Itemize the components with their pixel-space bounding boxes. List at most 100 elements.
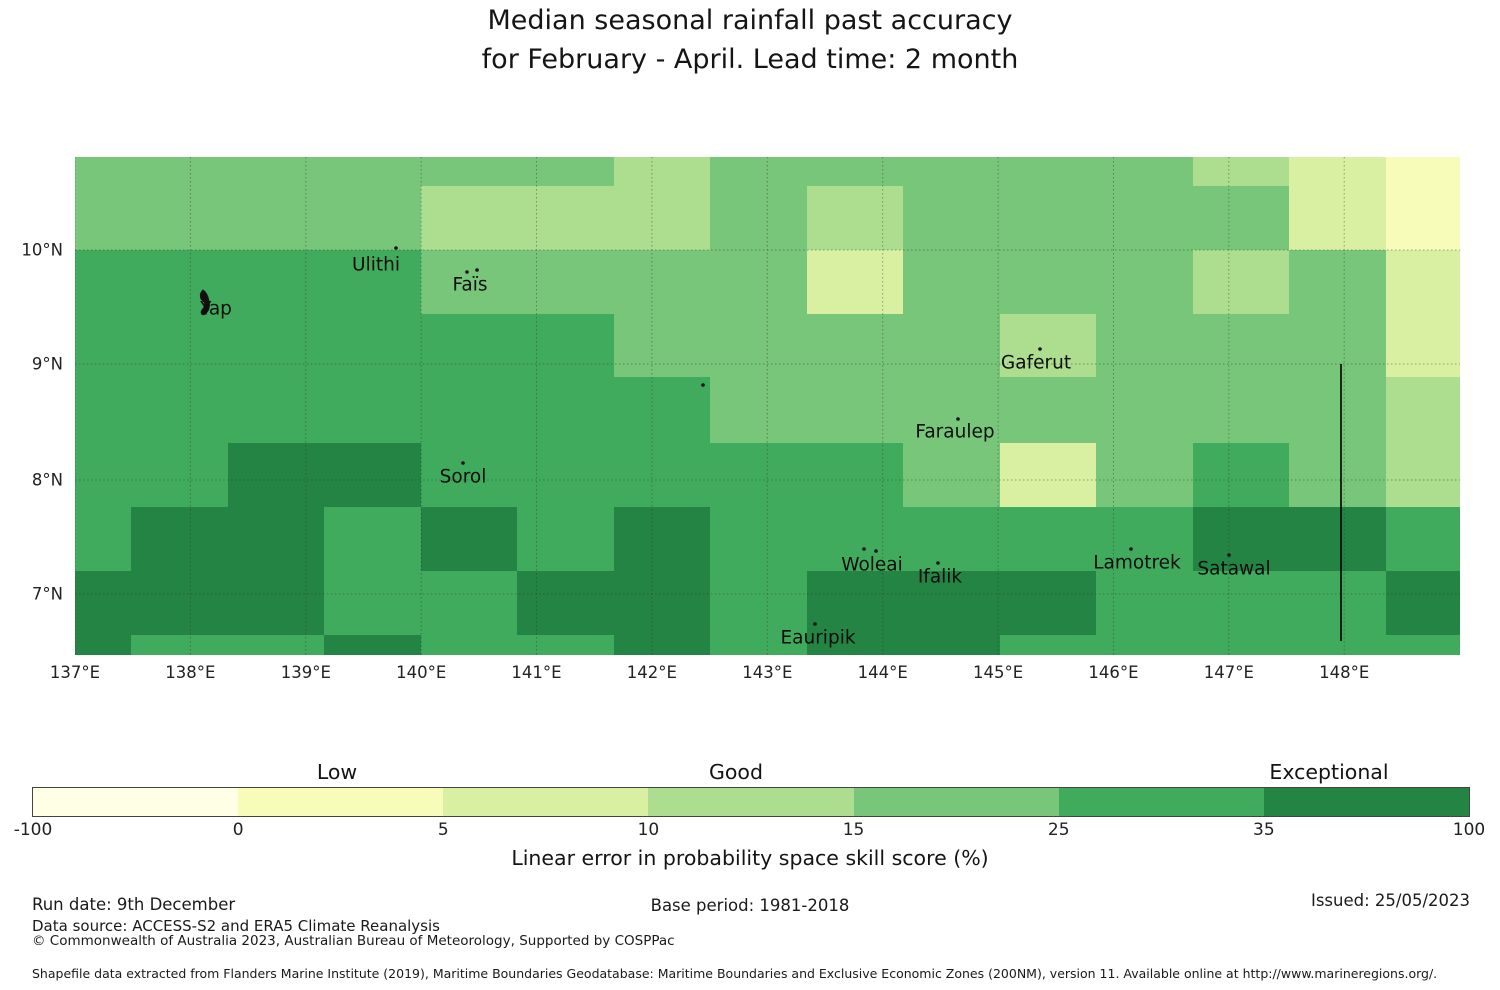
grid-cell (517, 186, 614, 250)
grid-cell (999, 507, 1096, 571)
grid-cell (1096, 186, 1193, 250)
colorbar-tick-label: 0 (232, 820, 244, 840)
grid-cell (613, 571, 710, 635)
grid-cell (517, 377, 614, 443)
island-label-woleai: Woleai (841, 554, 903, 576)
colorbar-category-exceptional: Exceptional (1269, 760, 1389, 784)
x-tick-label: 142°E (626, 663, 677, 682)
grid-cell (1096, 635, 1193, 655)
grid-cell (1096, 313, 1193, 377)
island-label-sorol: Sorol (439, 466, 487, 488)
grid-cell (999, 377, 1096, 443)
grid-cell (324, 571, 421, 635)
grid-cell (324, 443, 421, 507)
grid-cell (1289, 186, 1386, 250)
island-label-ulithi: Ulithi (352, 254, 400, 276)
colorbar-segment (238, 788, 444, 816)
grid-cell (131, 571, 228, 635)
grid-cell (75, 377, 131, 443)
grid-cell (999, 186, 1096, 250)
grid-cell (1289, 157, 1386, 186)
grid-cell (227, 635, 324, 655)
grid-cell (903, 635, 1000, 655)
grid-cell (227, 507, 324, 571)
grid-cell (1385, 571, 1460, 635)
x-tick-label: 144°E (857, 663, 908, 682)
grid-cell (903, 507, 1000, 571)
shapefile-attribution-text: Shapefile data extracted from Flanders M… (32, 966, 1438, 981)
grid-cell (131, 635, 228, 655)
colorbar-tick-label: 25 (1047, 820, 1070, 840)
grid-cell (75, 313, 131, 377)
grid-cell (517, 157, 614, 186)
grid-cell (710, 507, 807, 571)
colorbar-segment (1263, 788, 1469, 816)
grid-cell (1289, 443, 1386, 507)
grid-cell (227, 157, 324, 186)
grid-cell (613, 250, 710, 314)
island-label-eauripik: Eauripik (780, 627, 856, 649)
island-label-ifalik: Ifalik (917, 566, 963, 588)
grid-cell (517, 571, 614, 635)
colorbar-segment (853, 788, 1059, 816)
grid-cell (999, 313, 1096, 377)
grid-cell (806, 250, 903, 314)
y-tick-label: 8°N (31, 470, 63, 490)
colorbar-tick-label: 100 (1452, 820, 1486, 840)
grid-cell (1385, 443, 1460, 507)
island-label-lamotrek: Lamotrek (1093, 552, 1181, 574)
grid-cell (1289, 635, 1386, 655)
grid-cell (1289, 571, 1386, 635)
grid-cell (131, 250, 228, 314)
grid-cell (1096, 250, 1193, 314)
grid-cell (131, 507, 228, 571)
grid-cell (324, 377, 421, 443)
grid-cell (75, 635, 131, 655)
grid-cell (1385, 507, 1460, 571)
grid-cell (1385, 635, 1460, 655)
grid-cell (517, 635, 614, 655)
grid-cell (1385, 186, 1460, 250)
colorbar-segment (33, 788, 239, 816)
colorbar-tick-label: -100 (13, 820, 53, 840)
grid-cell (75, 507, 131, 571)
grid-cell (806, 507, 903, 571)
grid-cell (420, 313, 517, 377)
grid-cell (806, 635, 903, 655)
chart-title-line2: for February - April. Lead time: 2 month (481, 44, 1019, 75)
grid-cell (420, 443, 517, 507)
grid-cell (131, 313, 228, 377)
base-period-text: Base period: 1981-2018 (650, 896, 850, 915)
x-tick-label: 139°E (280, 663, 331, 682)
grid-cell (324, 507, 421, 571)
x-tick-label: 148°E (1319, 663, 1370, 682)
y-tick-label: 7°N (31, 584, 63, 604)
grid-cell (1192, 186, 1289, 250)
grid-cell (324, 157, 421, 186)
grid-cell (227, 313, 324, 377)
grid-cell (227, 186, 324, 250)
grid-cell (1385, 250, 1460, 314)
grid-cell (227, 443, 324, 507)
grid-cell (227, 250, 324, 314)
grid-cell (517, 507, 614, 571)
island-label-satawal: Satawal (1197, 558, 1271, 580)
grid-cell (710, 571, 807, 635)
grid-cell (903, 443, 1000, 507)
run-date-text: Run date: 9th December (32, 895, 236, 914)
x-tick-label: 140°E (396, 663, 447, 682)
grid-cell (324, 250, 421, 314)
grid-cell (1096, 443, 1193, 507)
grid-cell (806, 377, 903, 443)
island-label-fais: Faïs (452, 274, 488, 296)
grid-cell (613, 186, 710, 250)
grid-cell (420, 157, 517, 186)
grid-cell (1289, 250, 1386, 314)
grid-cell (999, 443, 1096, 507)
grid-cell (131, 186, 228, 250)
colorbar-axis-label: Linear error in probability space skill … (511, 846, 989, 870)
grid-cell (999, 157, 1096, 186)
grid-cell (75, 571, 131, 635)
grid-cell (1096, 157, 1193, 186)
